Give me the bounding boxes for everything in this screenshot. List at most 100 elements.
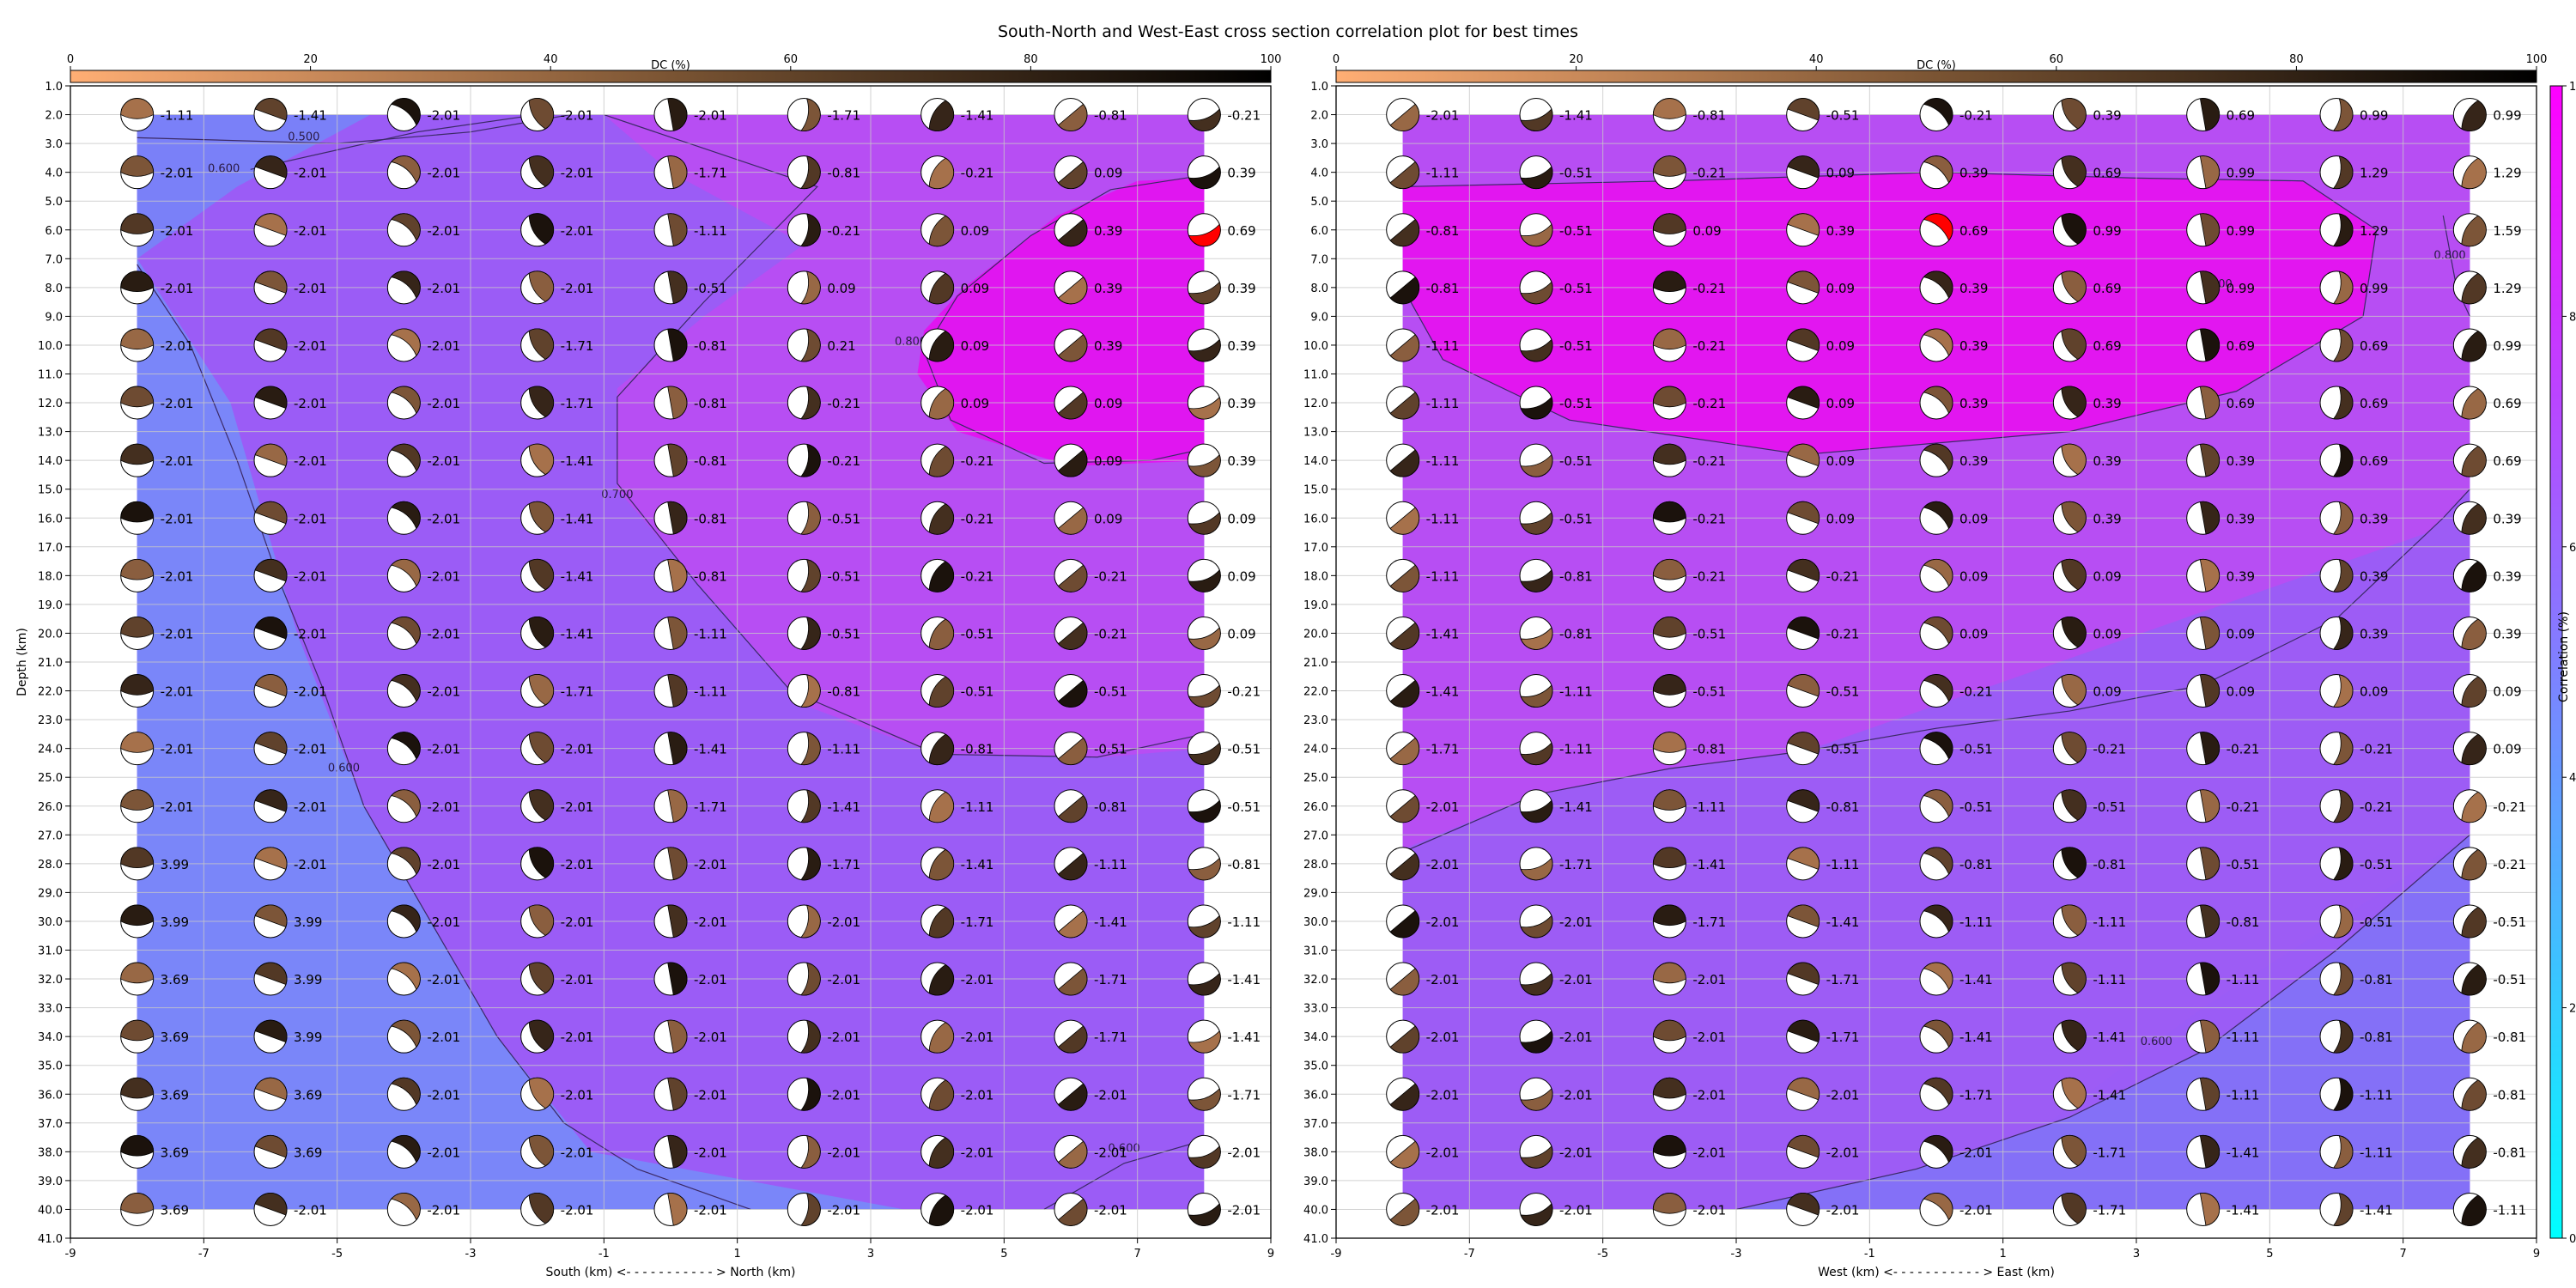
time-shift-label: -1.41 <box>694 742 727 757</box>
time-shift-label: 0.09 <box>961 338 989 354</box>
time-shift-label: -2.01 <box>427 684 460 700</box>
y-tick-label: 39.0 <box>38 1176 63 1188</box>
beachball-compressional <box>528 1019 554 1052</box>
time-shift-label: -0.81 <box>2093 857 2126 872</box>
beachball-compressional <box>2199 962 2220 996</box>
beachball-compressional <box>667 1019 688 1054</box>
beachball-compressional <box>1787 789 1820 812</box>
beachball: -1.71 <box>787 847 860 881</box>
beachball-compressional <box>391 962 421 991</box>
beachball-compressional <box>1188 684 1221 708</box>
beachball: -0.51 <box>1652 674 1726 708</box>
beachball: 0.09 <box>1786 386 1855 420</box>
beachball-compressional <box>1057 1025 1088 1054</box>
beachball-compressional <box>1652 904 1686 927</box>
y-tick-label: 20.0 <box>38 628 63 641</box>
beachball-compressional <box>120 1077 155 1099</box>
beachball: 0.09 <box>2052 674 2122 708</box>
beachball: -0.51 <box>1187 789 1261 823</box>
beachball: 0.09 <box>1187 501 1256 535</box>
beachball-compressional <box>120 501 155 523</box>
time-shift-label: -2.01 <box>561 1202 594 1218</box>
beachball-compressional <box>2061 328 2087 360</box>
y-tick-label: 22.0 <box>38 686 63 699</box>
y-tick-label: 40.0 <box>38 1204 63 1217</box>
time-shift-label: -0.51 <box>2493 972 2526 987</box>
time-shift-label: -1.71 <box>694 166 727 181</box>
time-shift-label: 0.39 <box>1959 166 1988 181</box>
beachball: -0.81 <box>2452 1134 2526 1169</box>
beachball: 0.39 <box>1187 386 1256 420</box>
beachball: -1.71 <box>1786 1019 1859 1054</box>
beachball: 3.69 <box>120 1134 189 1169</box>
beachball: -1.41 <box>1786 904 1859 939</box>
figure-title: South-North and West-East cross section … <box>998 22 1578 41</box>
beachball: -0.21 <box>2452 847 2526 881</box>
time-shift-label: -0.81 <box>1426 223 1460 239</box>
time-shift-label: -2.01 <box>1227 1202 1261 1218</box>
beachball: -2.01 <box>253 847 327 881</box>
time-shift-label: -0.51 <box>2227 857 2260 872</box>
x-tick-label: -7 <box>1464 1248 1475 1261</box>
y-tick-label: 17.0 <box>1303 542 1328 555</box>
beachball: -2.01 <box>520 789 593 823</box>
x-tick-label: 9 <box>2533 1248 2540 1261</box>
beachball: -1.11 <box>1786 847 1859 881</box>
time-shift-label: 0.09 <box>2227 626 2255 641</box>
y-tick-label: 20.0 <box>1303 628 1328 641</box>
time-shift-label: 0.09 <box>2493 742 2521 757</box>
beachball: 1.29 <box>2319 213 2388 247</box>
time-shift-label: -0.21 <box>827 223 860 239</box>
time-shift-label: -2.01 <box>427 1087 460 1103</box>
beachball: -1.41 <box>920 847 994 881</box>
beachball-compressional <box>2061 1135 2087 1167</box>
time-shift-label: -0.51 <box>2093 799 2126 815</box>
beachball-compressional <box>1652 386 1686 408</box>
beachball: -2.01 <box>120 789 193 823</box>
beachball: 0.69 <box>2319 328 2388 362</box>
time-shift-label: -1.11 <box>2227 972 2260 987</box>
time-shift-label: -1.11 <box>1559 684 1593 700</box>
beachball-compressional <box>1787 328 1820 351</box>
time-shift-label: -0.81 <box>1227 857 1261 872</box>
beachball: -1.41 <box>2186 1134 2259 1169</box>
beachball-compressional <box>2461 1022 2487 1054</box>
time-shift-label: -0.21 <box>1959 108 1993 124</box>
beachball: 0.39 <box>1919 328 1988 362</box>
beachball-compressional <box>2199 617 2220 650</box>
time-shift-label: 0.39 <box>1826 223 1855 239</box>
time-shift-label: -1.41 <box>961 857 994 872</box>
beachball-compressional <box>391 904 421 933</box>
beachball: 3.99 <box>253 962 322 996</box>
beachball-compressional <box>2332 847 2354 881</box>
beachball-compressional <box>1389 564 1420 592</box>
beachball: -0.81 <box>1054 789 1127 823</box>
time-shift-label: 0.69 <box>2227 396 2255 411</box>
beachball-compressional <box>1188 281 1221 305</box>
beachball-compressional <box>528 155 554 187</box>
beachball-compressional <box>1652 1077 1686 1099</box>
time-shift-label: -2.01 <box>1426 1145 1460 1160</box>
beachball-compressional <box>2199 270 2220 305</box>
beachball: 0.39 <box>1054 328 1122 362</box>
time-shift-label: -1.71 <box>961 914 994 930</box>
beachball: 0.39 <box>1054 213 1122 247</box>
beachball-compressional <box>254 847 288 870</box>
beachball: 0.39 <box>1187 443 1256 477</box>
time-shift-label: -0.81 <box>1094 108 1127 124</box>
time-shift-label: -0.81 <box>1559 568 1593 584</box>
beachball: -0.21 <box>1919 98 1993 132</box>
beachball: -0.51 <box>1519 270 1593 305</box>
beachball-compressional <box>254 1134 288 1158</box>
beachball: 0.39 <box>1919 386 1988 420</box>
low-corr-zone <box>1736 835 2470 1210</box>
beachball-compressional <box>528 328 554 360</box>
beachball: 0.39 <box>2052 98 2122 132</box>
beachball: -1.71 <box>787 98 860 132</box>
time-shift-label: -0.51 <box>1959 742 1993 757</box>
beachball: -0.81 <box>2319 962 2393 996</box>
time-shift-label: -2.01 <box>694 1202 727 1218</box>
time-shift-label: -0.81 <box>694 568 727 584</box>
time-shift-label: 0.39 <box>1227 166 1255 181</box>
time-shift-label: -2.01 <box>561 166 594 181</box>
